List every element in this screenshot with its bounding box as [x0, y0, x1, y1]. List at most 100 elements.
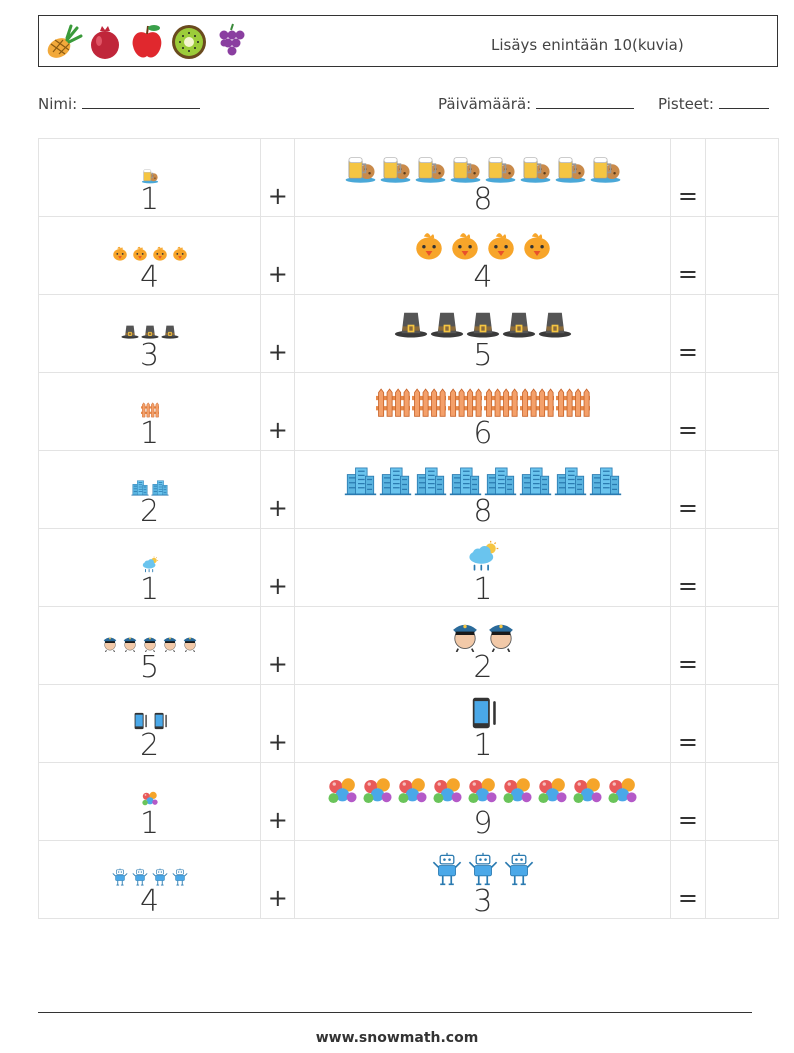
addend-b-icons [465, 540, 501, 574]
addend-a-icons [140, 790, 160, 808]
plus-cell: + [260, 450, 296, 529]
plus-cell: + [260, 528, 296, 607]
addend-b-number: 6 [473, 416, 493, 451]
robot-icon [152, 868, 168, 886]
fence-icon [519, 388, 554, 417]
addend-b-number: 8 [473, 182, 493, 217]
equals-cell: = [670, 528, 706, 607]
pineapple-icon [47, 24, 83, 58]
answer-cell[interactable] [704, 294, 780, 373]
score-blank[interactable] [718, 94, 769, 109]
answer-cell[interactable] [704, 372, 780, 451]
fence-icon [411, 388, 446, 417]
date-field: Päivämäärä: [438, 94, 634, 113]
plus-cell: + [260, 684, 296, 763]
equals-cell: = [670, 372, 706, 451]
addend-b-icons [429, 852, 537, 886]
phone-icon [472, 697, 496, 729]
addend-a-icons [140, 166, 160, 184]
balloons-icon [608, 778, 637, 804]
answer-cell[interactable] [704, 606, 780, 685]
answer-cell[interactable] [704, 762, 780, 841]
chick-icon [112, 246, 127, 261]
addend-a-cell: 1 [37, 762, 262, 841]
equals-cell: = [670, 684, 706, 763]
addend-a-icons [100, 634, 200, 652]
police-officer-icon [163, 637, 176, 652]
answer-cell[interactable] [704, 528, 780, 607]
addend-a-cell: 5 [37, 606, 262, 685]
building-icon [484, 467, 517, 496]
equals-sign: = [677, 260, 699, 288]
beer-cookie-icon [520, 157, 551, 183]
addend-a-number: 1 [140, 572, 160, 607]
addend-b-number: 4 [473, 260, 493, 295]
balloons-icon [398, 778, 427, 804]
addend-b-icons [393, 306, 573, 340]
name-label: Nimi: [38, 95, 78, 113]
addend-a-number: 1 [140, 416, 160, 451]
equals-sign: = [677, 338, 699, 366]
balloons-icon [363, 778, 392, 804]
answer-cell[interactable] [704, 138, 780, 217]
addend-b-cell: 1 [294, 528, 672, 607]
beer-cookie-icon [415, 157, 446, 183]
problem-row: 1 +8 = [37, 138, 780, 217]
addend-b-number: 2 [473, 650, 493, 685]
addend-b-cell: 8 [294, 138, 672, 217]
answer-cell[interactable] [704, 216, 780, 295]
phone-icon [154, 712, 167, 730]
name-blank[interactable] [82, 94, 201, 109]
equals-sign: = [677, 884, 699, 912]
grapes-icon [219, 23, 245, 56]
equals-sign: = [677, 572, 699, 600]
apple-icon [132, 25, 162, 58]
problem-row: 3 +5 = [37, 294, 780, 373]
addend-b-cell: 8 [294, 450, 672, 529]
pilgrim-hat-icon [430, 312, 464, 338]
plus-cell: + [260, 138, 296, 217]
plus-sign: + [267, 338, 288, 366]
fence-icon [375, 388, 410, 417]
score-field: Pisteet: [658, 94, 769, 113]
answer-cell[interactable] [704, 450, 780, 529]
footer-divider [38, 1012, 752, 1013]
addend-b-icons [343, 463, 623, 496]
chick-icon [152, 246, 167, 261]
beer-cookie-icon [380, 157, 411, 183]
pilgrim-hat-icon [466, 312, 500, 338]
pilgrim-hat-icon [538, 312, 572, 338]
plus-sign: + [267, 572, 288, 600]
problem-row: 2 +8 = [37, 450, 780, 529]
robot-icon [504, 852, 534, 886]
police-officer-icon [488, 624, 513, 652]
plus-sign: + [267, 260, 288, 288]
equals-sign: = [677, 650, 699, 678]
addend-a-cell: 1 [37, 528, 262, 607]
date-blank[interactable] [536, 94, 634, 109]
name-field: Nimi: [38, 94, 201, 113]
date-label: Päivämäärä: [438, 95, 532, 113]
addend-a-cell: 4 [37, 216, 262, 295]
problem-row: 4 +4 = [37, 216, 780, 295]
addend-a-cell: 4 [37, 840, 262, 919]
addend-b-icons [343, 151, 623, 184]
balloons-icon [503, 778, 532, 804]
fence-icon [483, 388, 518, 417]
addend-a-number: 1 [140, 182, 160, 217]
addend-a-icons [120, 322, 180, 340]
addend-a-number: 2 [140, 728, 160, 763]
beer-cookie-icon [590, 157, 621, 183]
beer-cookie-icon [450, 157, 481, 183]
addend-a-number: 4 [140, 884, 160, 919]
addend-a-icons [110, 868, 190, 886]
answer-cell[interactable] [704, 684, 780, 763]
addend-b-cell: 6 [294, 372, 672, 451]
answer-cell[interactable] [704, 840, 780, 919]
addend-b-icons [465, 696, 501, 730]
building-icon [449, 467, 482, 496]
building-icon [414, 467, 447, 496]
addend-a-icons [130, 478, 170, 496]
addend-a-icons [140, 400, 160, 418]
equals-cell: = [670, 294, 706, 373]
